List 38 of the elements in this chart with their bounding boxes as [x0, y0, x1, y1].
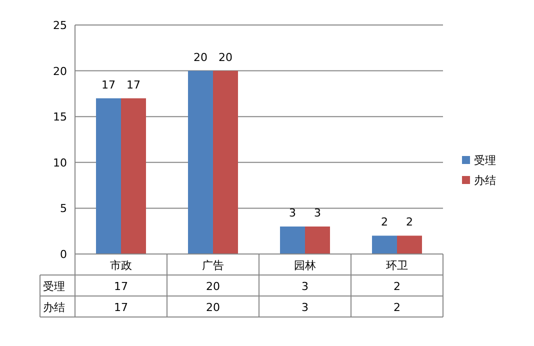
- data-label: 17: [126, 78, 140, 92]
- text: 3: [302, 301, 308, 314]
- data-label: 20: [194, 50, 208, 64]
- bar: [305, 226, 330, 254]
- data-label: 3: [289, 206, 296, 220]
- text: 2: [394, 301, 400, 314]
- legend-label: 办结: [474, 174, 496, 187]
- y-tick-label: 10: [53, 156, 67, 170]
- text: 2: [394, 280, 400, 293]
- bar: [372, 236, 397, 254]
- text: 受理: [43, 280, 65, 293]
- y-tick-label: 15: [53, 110, 67, 124]
- text: 20: [206, 280, 220, 293]
- x-tick-label: 市政: [110, 259, 132, 272]
- bar: [280, 226, 305, 254]
- y-tick-label: 20: [53, 64, 67, 78]
- bar: [188, 70, 213, 254]
- bar: [96, 98, 121, 254]
- data-label: 3: [314, 206, 321, 220]
- bar: [397, 236, 422, 254]
- bar: [213, 70, 238, 254]
- legend-label: 受理: [474, 154, 496, 167]
- data-label: 20: [218, 50, 232, 64]
- data-label: 2: [406, 216, 413, 229]
- data-label: 17: [102, 78, 116, 92]
- y-tick-label: 0: [60, 248, 67, 261]
- x-tick-label: 环卫: [386, 259, 408, 272]
- text: 17: [114, 280, 128, 293]
- y-tick-label: 25: [53, 19, 67, 32]
- data-label: 2: [381, 216, 388, 229]
- x-tick-label: 园林: [294, 259, 316, 272]
- text: 20: [206, 301, 220, 314]
- text: 办结: [43, 301, 65, 314]
- text: 17: [114, 301, 128, 314]
- bar: [121, 98, 146, 254]
- text: 3: [302, 280, 308, 293]
- y-tick-label: 5: [60, 202, 67, 216]
- x-tick-label: 广告: [202, 259, 224, 272]
